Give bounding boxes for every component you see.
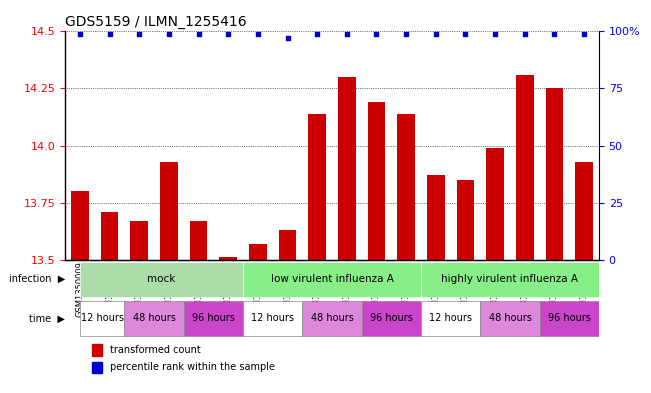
FancyBboxPatch shape bbox=[80, 301, 124, 336]
Text: GDS5159 / ILMN_1255416: GDS5159 / ILMN_1255416 bbox=[65, 15, 247, 29]
Point bbox=[460, 31, 471, 37]
FancyBboxPatch shape bbox=[421, 301, 480, 336]
Bar bbox=[309, 114, 326, 260]
Point bbox=[163, 31, 174, 37]
Text: low virulent influenza A: low virulent influenza A bbox=[271, 274, 393, 284]
Text: 48 hours: 48 hours bbox=[488, 314, 531, 323]
Point bbox=[579, 31, 589, 37]
Point bbox=[104, 31, 115, 37]
Point bbox=[371, 31, 381, 37]
Bar bbox=[427, 175, 445, 260]
Text: infection  ▶: infection ▶ bbox=[9, 274, 65, 284]
Bar bbox=[71, 191, 89, 260]
Bar bbox=[92, 362, 102, 373]
Point bbox=[549, 31, 560, 37]
Point bbox=[430, 31, 441, 37]
FancyBboxPatch shape bbox=[243, 262, 421, 297]
Text: 12 hours: 12 hours bbox=[251, 314, 294, 323]
Bar bbox=[575, 162, 593, 260]
Point bbox=[312, 31, 322, 37]
FancyBboxPatch shape bbox=[124, 301, 184, 336]
Point bbox=[223, 31, 234, 37]
Text: 48 hours: 48 hours bbox=[133, 314, 176, 323]
FancyBboxPatch shape bbox=[302, 301, 362, 336]
Text: 12 hours: 12 hours bbox=[429, 314, 472, 323]
Point bbox=[401, 31, 411, 37]
FancyBboxPatch shape bbox=[421, 262, 599, 297]
Text: transformed count: transformed count bbox=[111, 345, 201, 355]
Bar bbox=[130, 221, 148, 260]
FancyBboxPatch shape bbox=[540, 301, 599, 336]
FancyBboxPatch shape bbox=[362, 301, 421, 336]
Text: percentile rank within the sample: percentile rank within the sample bbox=[111, 362, 275, 373]
Point bbox=[342, 31, 352, 37]
Bar bbox=[368, 102, 385, 260]
Bar bbox=[397, 114, 415, 260]
Bar bbox=[249, 244, 267, 260]
Bar bbox=[456, 180, 475, 260]
FancyBboxPatch shape bbox=[243, 301, 302, 336]
Bar bbox=[101, 212, 118, 260]
Bar bbox=[189, 221, 208, 260]
Point bbox=[193, 31, 204, 37]
Bar bbox=[338, 77, 355, 260]
Point bbox=[134, 31, 145, 37]
Bar bbox=[279, 230, 296, 260]
Text: highly virulent influenza A: highly virulent influenza A bbox=[441, 274, 579, 284]
Bar bbox=[486, 148, 504, 260]
Text: time  ▶: time ▶ bbox=[29, 314, 65, 323]
Point bbox=[519, 31, 530, 37]
Bar bbox=[160, 162, 178, 260]
FancyBboxPatch shape bbox=[80, 262, 243, 297]
Text: mock: mock bbox=[147, 274, 176, 284]
Text: 12 hours: 12 hours bbox=[81, 314, 124, 323]
Point bbox=[283, 35, 293, 41]
Point bbox=[75, 31, 85, 37]
FancyBboxPatch shape bbox=[480, 301, 540, 336]
Point bbox=[253, 31, 263, 37]
Text: 96 hours: 96 hours bbox=[548, 314, 590, 323]
Bar bbox=[516, 75, 534, 260]
Text: 96 hours: 96 hours bbox=[370, 314, 413, 323]
Bar bbox=[92, 344, 102, 356]
Text: 48 hours: 48 hours bbox=[311, 314, 353, 323]
Bar bbox=[546, 88, 563, 260]
Bar bbox=[219, 257, 237, 260]
Text: 96 hours: 96 hours bbox=[192, 314, 235, 323]
FancyBboxPatch shape bbox=[184, 301, 243, 336]
Point bbox=[490, 31, 501, 37]
